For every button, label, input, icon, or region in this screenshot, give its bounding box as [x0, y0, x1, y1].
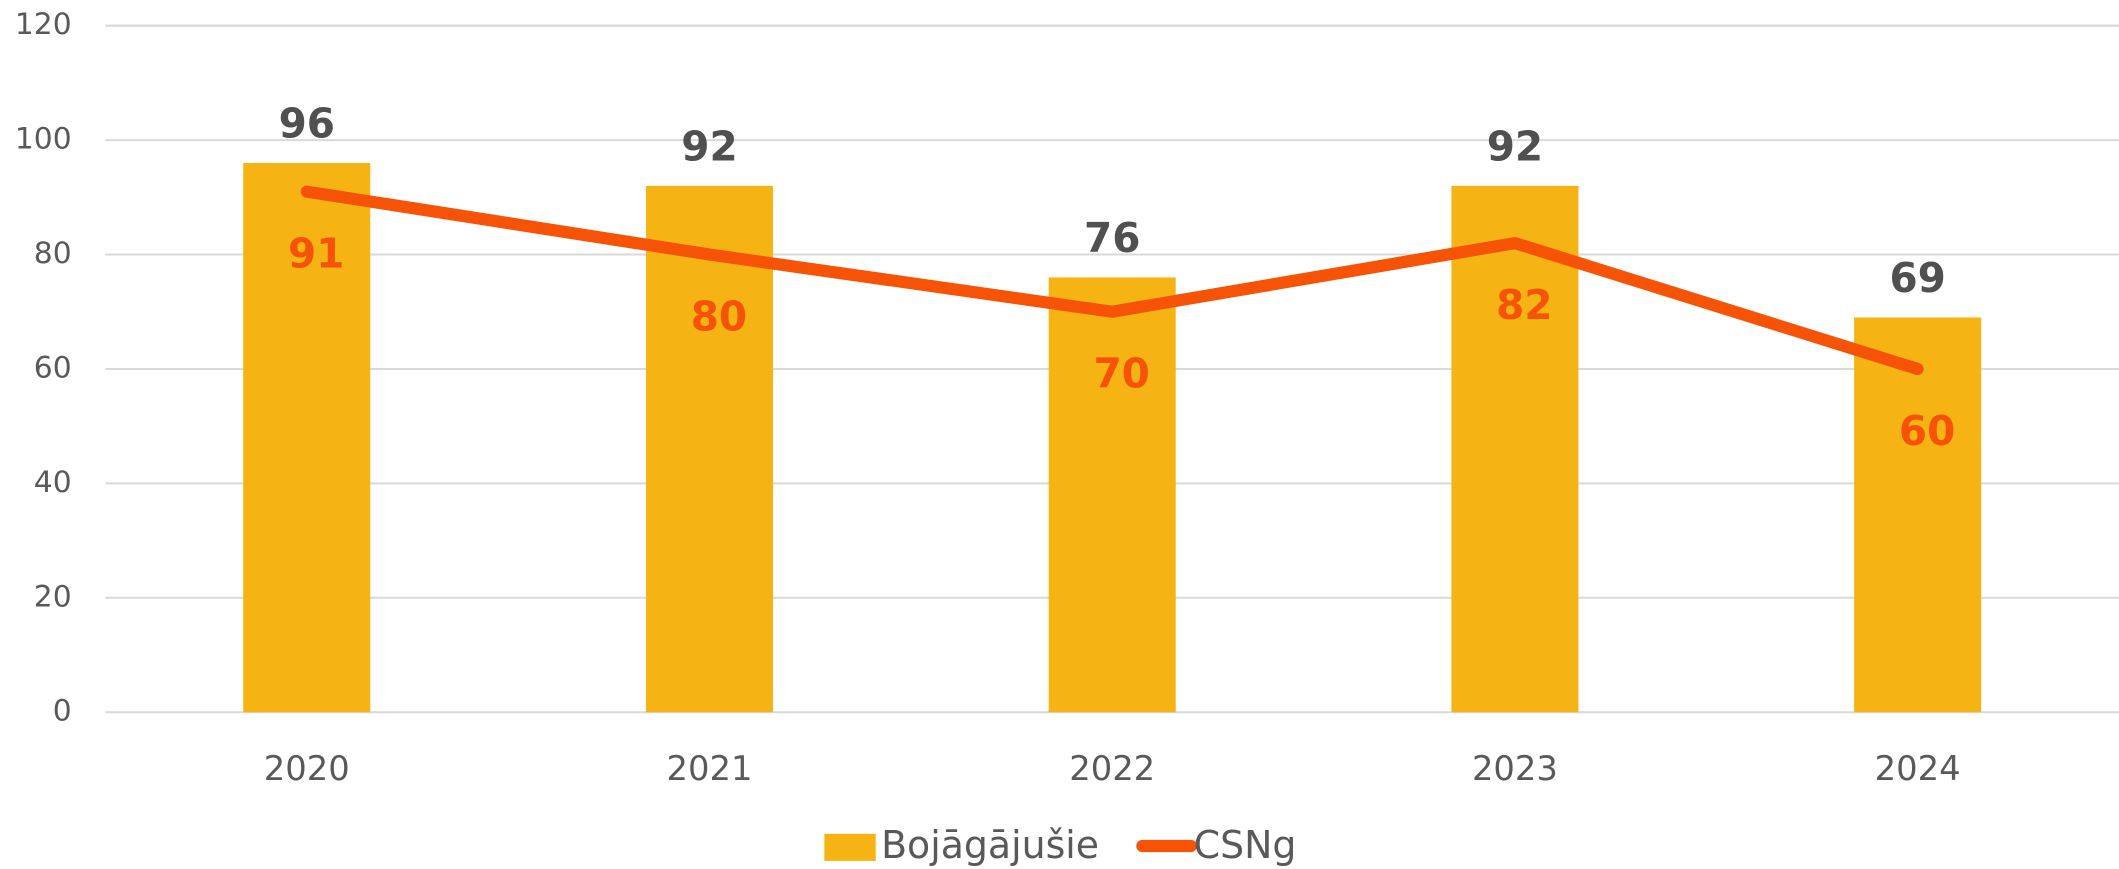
legend-label: CSNg: [1194, 823, 1297, 867]
legend-swatch: [824, 833, 876, 861]
line: [300, 185, 1924, 376]
x-tick-label: 2021: [667, 749, 753, 788]
x-tick-label: 2020: [264, 749, 350, 788]
legend-label: Bojāgājušie: [881, 823, 1099, 867]
data-label: 80: [691, 292, 747, 340]
x-tick-label: 2022: [1069, 749, 1155, 788]
bar: [1451, 185, 1579, 713]
bar: [645, 185, 774, 713]
x-tick-label: 2024: [1875, 749, 1961, 788]
data-label: 76: [1084, 214, 1140, 262]
data-label: 91: [288, 229, 344, 277]
x-tick-label: 2023: [1472, 749, 1558, 788]
bar: [1854, 317, 1982, 713]
y-tick-label: 100: [15, 122, 72, 157]
y-tick-label: 60: [34, 350, 72, 385]
y-tick-label: 120: [15, 7, 72, 42]
data-label: 92: [681, 122, 737, 170]
y-tick-label: 40: [34, 465, 72, 500]
data-label: 70: [1093, 350, 1149, 398]
data-label: 82: [1496, 281, 1552, 329]
y-tick-label: 20: [34, 579, 72, 614]
data-label: 69: [1889, 254, 1945, 302]
bar: [243, 163, 371, 713]
y-tick-label: 80: [34, 236, 72, 271]
data-label: 96: [279, 100, 335, 148]
data-label: 92: [1487, 122, 1543, 170]
bar: [1048, 277, 1176, 713]
data-label: 60: [1899, 407, 1955, 455]
y-tick-label: 0: [53, 694, 72, 729]
